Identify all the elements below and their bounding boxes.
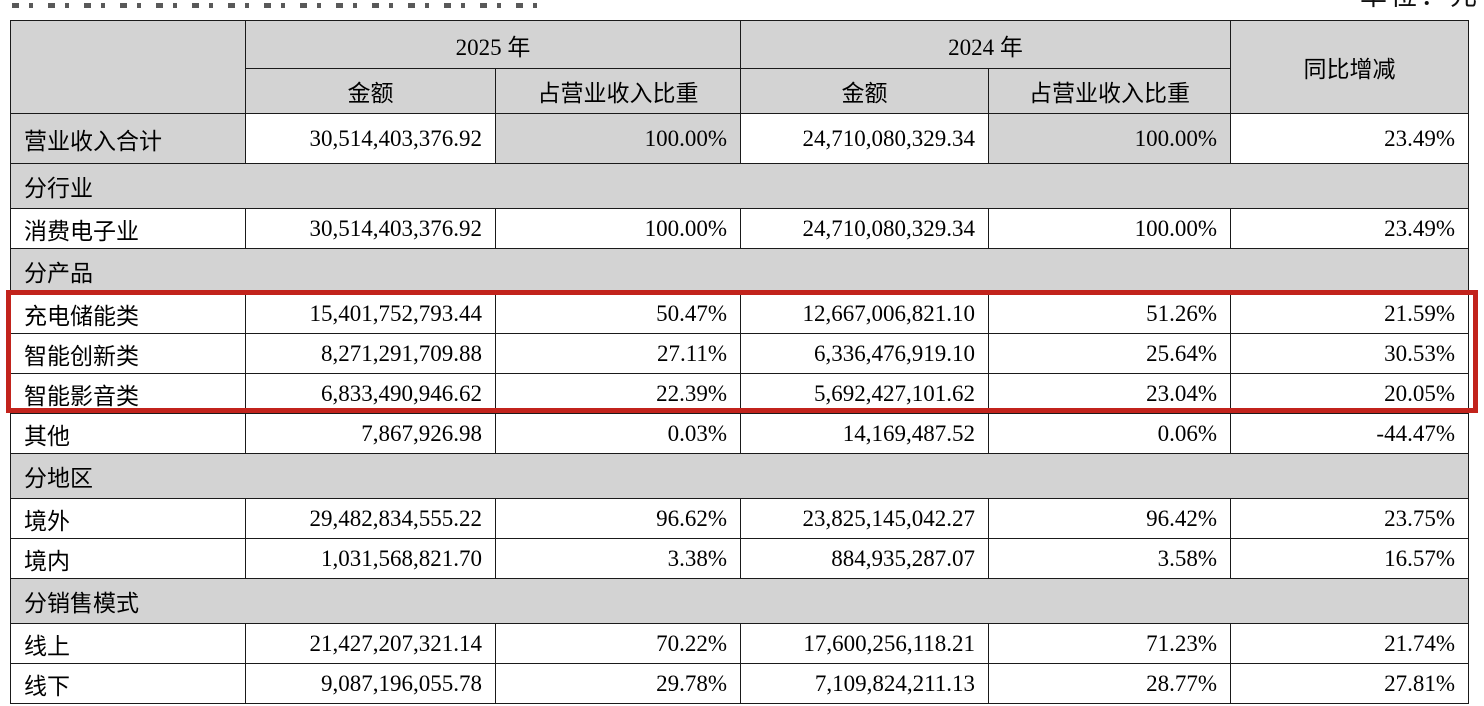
cell-a2024: 24,710,080,329.34: [740, 208, 989, 249]
row-label: 境外: [10, 498, 246, 539]
cell-p2024: 100.00%: [988, 208, 1231, 249]
cell-p2025: 100.00%: [495, 208, 741, 249]
header-proportion-2024: 占营业收入比重: [988, 68, 1231, 114]
cell-p2025: 27.11%: [495, 333, 741, 374]
cell-yoy: 20.05%: [1230, 373, 1469, 414]
header-row-subcolumns: 金额 占营业收入比重 金额 占营业收入比重: [11, 68, 1469, 114]
section-row: 分产品: [10, 248, 1469, 294]
cell-a2025: 9,087,196,055.78: [245, 663, 496, 704]
section-label: 分行业: [10, 163, 1469, 209]
revenue-breakdown-table: 2025 年 2024 年 同比增减 金额 占营业收入比重 金额 占营业收入比重…: [10, 20, 1469, 704]
cell-a2025: 7,867,926.98: [245, 413, 496, 454]
row-label: 境内: [10, 538, 246, 579]
cell-p2024: 0.06%: [988, 413, 1231, 454]
cell-a2025: 15,401,752,793.44: [245, 293, 496, 334]
cell-a2024: 23,825,145,042.27: [740, 498, 989, 539]
cell-a2025: 30,514,403,376.92: [245, 113, 496, 164]
header-amount-2024: 金额: [740, 68, 989, 114]
unit-note: 单位：元: [1360, 0, 1480, 13]
cell-a2025: 1,031,568,821.70: [245, 538, 496, 579]
cell-a2024: 6,336,476,919.10: [740, 333, 989, 374]
cell-p2025: 96.62%: [495, 498, 741, 539]
cell-yoy: 27.81%: [1230, 663, 1469, 704]
header-row-years: 2025 年 2024 年 同比增减: [10, 20, 1469, 114]
cell-a2024: 24,710,080,329.34: [740, 113, 989, 164]
cell-yoy: 30.53%: [1230, 333, 1469, 374]
cell-a2024: 884,935,287.07: [740, 538, 989, 579]
cell-p2024: 25.64%: [988, 333, 1231, 374]
table-row: 其他 7,867,926.98 0.03% 14,169,487.52 0.06% -44…: [10, 413, 1469, 454]
row-label: 充电储能类: [10, 293, 246, 334]
table-header: 2025 年 2024 年 同比增减 金额 占营业收入比重 金额 占营业收入比重: [10, 20, 1469, 114]
header-yoy: 同比增减: [1230, 20, 1469, 114]
row-label: 其他: [10, 413, 246, 454]
cell-p2024: 51.26%: [988, 293, 1231, 334]
section-label: 分销售模式: [10, 578, 1469, 624]
cell-a2024: 12,667,006,821.10: [740, 293, 989, 334]
cell-p2024: 100.00%: [988, 113, 1231, 164]
cell-yoy: -44.47%: [1230, 413, 1469, 454]
table-row: 智能影音类 6,833,490,946.62 22.39% 5,692,427,101…: [10, 373, 1469, 414]
cell-a2024: 17,600,256,118.21: [740, 623, 989, 664]
table-row: 智能创新类 8,271,291,709.88 27.11% 6,336,476,919…: [10, 333, 1469, 374]
cell-a2024: 7,109,824,211.13: [740, 663, 989, 704]
cell-yoy: 23.49%: [1230, 113, 1469, 164]
cell-p2025: 50.47%: [495, 293, 741, 334]
cell-p2024: 3.58%: [988, 538, 1231, 579]
row-label: 消费电子业: [10, 208, 246, 249]
cell-p2025: 29.78%: [495, 663, 741, 704]
header-amount-2025: 金额: [245, 68, 496, 114]
cell-p2024: 28.77%: [988, 663, 1231, 704]
table-row: 营业收入合计 30,514,403,376.92 100.00% 24,710,080…: [10, 113, 1469, 164]
cell-a2025: 29,482,834,555.22: [245, 498, 496, 539]
cell-a2025: 8,271,291,709.88: [245, 333, 496, 374]
cell-yoy: 21.74%: [1230, 623, 1469, 664]
cell-p2025: 3.38%: [495, 538, 741, 579]
row-label: 线下: [10, 663, 246, 704]
cell-p2025: 70.22%: [495, 623, 741, 664]
cell-p2025: 0.03%: [495, 413, 741, 454]
cell-a2024: 5,692,427,101.62: [740, 373, 989, 414]
cell-yoy: 23.75%: [1230, 498, 1469, 539]
cell-yoy: 21.59%: [1230, 293, 1469, 334]
table-row: 线上 21,427,207,321.14 70.22% 17,600,256,118.…: [10, 623, 1469, 664]
cell-p2025: 22.39%: [495, 373, 741, 414]
cell-yoy: 16.57%: [1230, 538, 1469, 579]
row-label: 线上: [10, 623, 246, 664]
cell-p2024: 23.04%: [988, 373, 1231, 414]
table-row: 消费电子业 30,514,403,376.92 100.00% 24,710,080,…: [10, 208, 1469, 249]
cell-yoy: 23.49%: [1230, 208, 1469, 249]
cell-a2025: 21,427,207,321.14: [245, 623, 496, 664]
table-row: 境内 1,031,568,821.70 3.38% 884,935,287.07 3.5…: [10, 538, 1469, 579]
header-proportion-2025: 占营业收入比重: [495, 68, 741, 114]
table-body: 营业收入合计 30,514,403,376.92 100.00% 24,710,080…: [10, 113, 1469, 704]
row-label: 智能创新类: [10, 333, 246, 374]
cell-p2024: 71.23%: [988, 623, 1231, 664]
section-row: 分地区: [10, 453, 1469, 499]
table-row: 境外 29,482,834,555.22 96.62% 23,825,145,042.…: [10, 498, 1469, 539]
table-row: 线下 9,087,196,055.78 29.78% 7,109,824,211.13…: [10, 663, 1469, 704]
cell-p2025: 100.00%: [495, 113, 741, 164]
cell-a2024: 14,169,487.52: [740, 413, 989, 454]
row-label: 营业收入合计: [10, 113, 246, 164]
cell-a2025: 30,514,403,376.92: [245, 208, 496, 249]
section-label: 分产品: [10, 248, 1469, 294]
section-label: 分地区: [10, 453, 1469, 499]
cell-a2025: 6,833,490,946.62: [245, 373, 496, 414]
section-row: 分行业: [10, 163, 1469, 209]
table-row: 充电储能类 15,401,752,793.44 50.47% 12,667,006,8…: [10, 293, 1469, 334]
header-corner-cell: [10, 20, 246, 114]
section-row: 分销售模式: [10, 578, 1469, 624]
unit-note-text: 单位：元: [1360, 0, 1480, 12]
header-year-2025: 2025 年: [245, 20, 741, 69]
cell-p2024: 96.42%: [988, 498, 1231, 539]
header-year-2024: 2024 年: [740, 20, 1231, 69]
row-label: 智能影音类: [10, 373, 246, 414]
cropped-text-fragments: [12, 3, 552, 8]
